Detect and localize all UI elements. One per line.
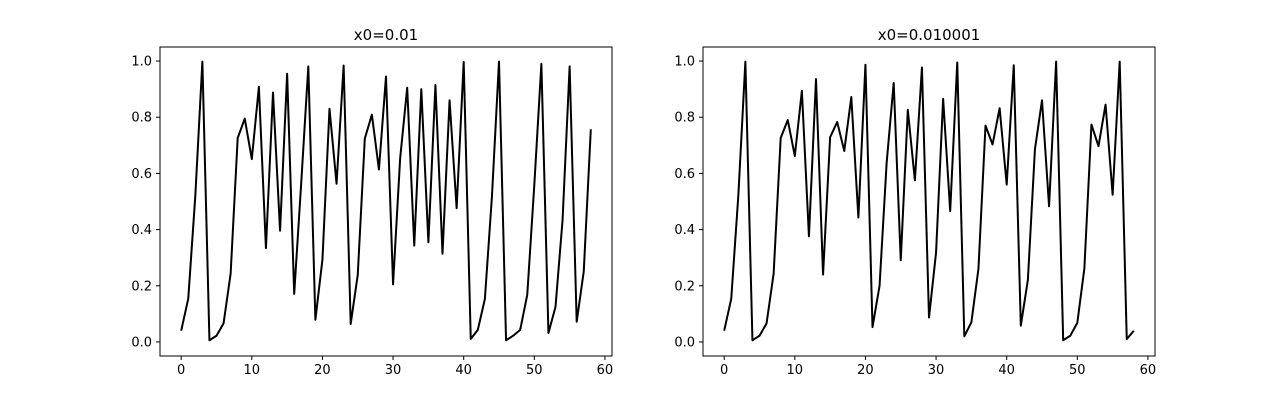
x-tick-label: 30	[928, 363, 945, 378]
x-tick-label: 40	[998, 363, 1015, 378]
y-tick-label: 0.0	[674, 335, 695, 350]
y-tick-label: 1.0	[674, 55, 695, 70]
x-tick-label: 20	[314, 363, 331, 378]
x-tick-label: 60	[597, 363, 614, 378]
y-tick-label: 0.8	[674, 111, 695, 126]
chart-title: x0=0.01	[354, 26, 418, 44]
x-tick-label: 50	[1069, 363, 1086, 378]
x-tick-label: 0	[720, 363, 728, 378]
x-tick-label: 10	[787, 363, 804, 378]
y-tick-label: 0.2	[674, 279, 695, 294]
data-series-line	[724, 62, 1134, 341]
subplot-right: x0=0.010001 0 10 20 30 40 50 60 0.0 0.2 0.4 0.6 0.8 1…	[674, 26, 1156, 378]
x-tick-label: 10	[244, 363, 261, 378]
y-tick-label: 0.6	[674, 167, 695, 182]
x-tick-label: 30	[385, 363, 402, 378]
x-tick-label: 0	[177, 363, 185, 378]
y-tick-label: 0.8	[131, 111, 152, 126]
y-tick-label: 0.6	[131, 167, 152, 182]
x-tick-label: 40	[455, 363, 472, 378]
x-tick-label: 20	[857, 363, 874, 378]
y-tick-label: 0.4	[131, 223, 152, 238]
y-tick-label: 0.4	[674, 223, 695, 238]
y-tick-label: 1.0	[131, 55, 152, 70]
subplot-left: x0=0.01 0 10 20 30 40 50 60 0.0 0.2 0.4 0.6 0.8 1.0	[131, 26, 613, 378]
y-tick-label: 0.0	[131, 335, 152, 350]
chart-title: x0=0.010001	[878, 26, 981, 44]
x-tick-label: 60	[1140, 363, 1157, 378]
y-tick-label: 0.2	[131, 279, 152, 294]
data-series-line	[181, 62, 591, 341]
x-tick-label: 50	[526, 363, 543, 378]
